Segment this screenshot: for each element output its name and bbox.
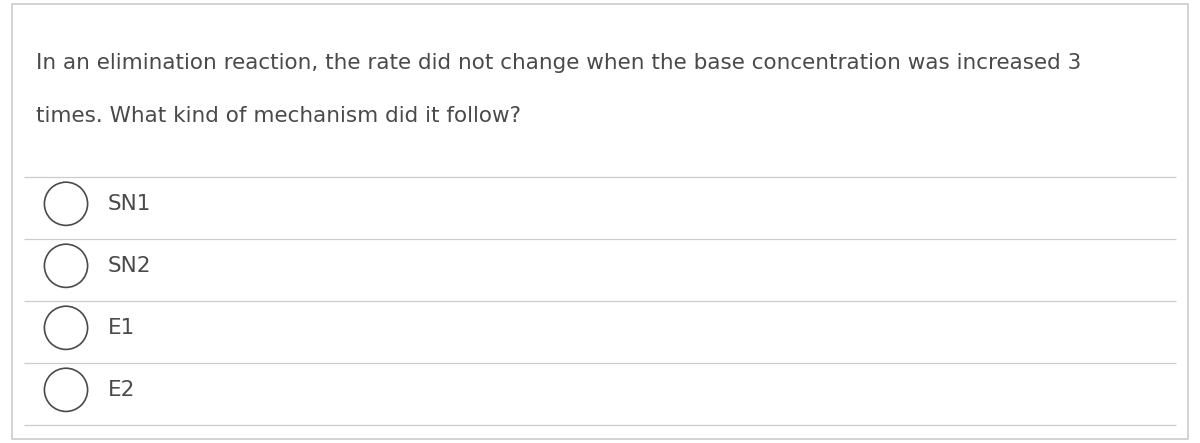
Text: E1: E1 bbox=[108, 318, 136, 338]
Text: E2: E2 bbox=[108, 380, 136, 400]
Text: In an elimination reaction, the rate did not change when the base concentration : In an elimination reaction, the rate did… bbox=[36, 53, 1081, 73]
Text: times. What kind of mechanism did it follow?: times. What kind of mechanism did it fol… bbox=[36, 106, 521, 126]
Text: SN1: SN1 bbox=[108, 194, 151, 214]
FancyBboxPatch shape bbox=[12, 4, 1188, 439]
Text: SN2: SN2 bbox=[108, 256, 151, 276]
